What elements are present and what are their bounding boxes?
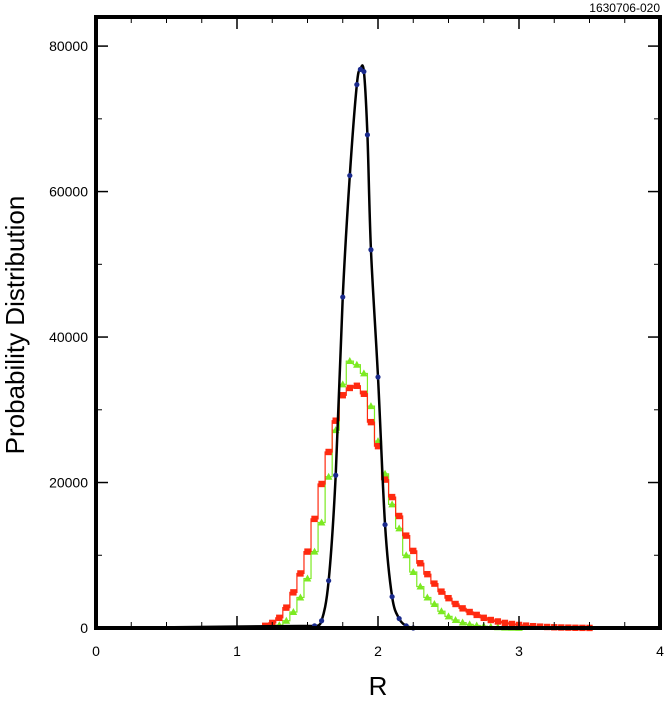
series-curve-with-dots bbox=[95, 64, 660, 631]
red-square-point bbox=[332, 417, 339, 424]
red-square-point bbox=[431, 580, 438, 587]
y-tick-label: 60000 bbox=[49, 184, 88, 200]
red-square-point bbox=[346, 384, 353, 392]
green-triangle-point bbox=[353, 360, 361, 368]
red-square-point bbox=[367, 418, 375, 426]
plot-marks bbox=[95, 64, 660, 632]
x-tick-label: 2 bbox=[374, 643, 382, 659]
green-triangle-point bbox=[402, 551, 410, 559]
red-square-point bbox=[487, 616, 494, 624]
red-square-point bbox=[438, 588, 445, 595]
green-triangle-point bbox=[465, 620, 474, 628]
red-square-point bbox=[395, 512, 403, 520]
green-triangle-point bbox=[303, 574, 312, 582]
green-triangle-point bbox=[296, 593, 305, 601]
green-triangle-point bbox=[317, 518, 326, 526]
narrow-dot-point bbox=[354, 82, 360, 88]
green-triangle-point bbox=[409, 567, 418, 575]
red-square-point bbox=[424, 570, 431, 578]
red-square-point bbox=[466, 608, 473, 616]
fit-curve bbox=[95, 64, 660, 630]
red-square-point bbox=[339, 392, 346, 399]
red-square-point bbox=[290, 589, 297, 596]
x-tick-label: 0 bbox=[92, 643, 100, 659]
red-square-point bbox=[276, 614, 283, 622]
green-triangle-point bbox=[430, 599, 439, 607]
green-triangle-point bbox=[437, 607, 446, 615]
narrow-dot-point bbox=[319, 618, 325, 624]
x-tick-label: 3 bbox=[515, 643, 523, 659]
green-triangle-point bbox=[416, 582, 425, 590]
red-square-point bbox=[501, 619, 509, 627]
red-square-point bbox=[318, 480, 325, 488]
green-triangle-point bbox=[282, 616, 291, 624]
narrow-dot-point bbox=[368, 247, 374, 253]
red-square-point bbox=[508, 620, 516, 628]
narrow-dot-point bbox=[396, 615, 402, 622]
red-square-point bbox=[283, 604, 290, 611]
red-square-point bbox=[522, 622, 530, 629]
x-axis-title: R bbox=[369, 671, 388, 701]
y-tick-label: 20000 bbox=[49, 475, 88, 491]
red-square-point bbox=[388, 493, 396, 501]
narrow-dot-point bbox=[347, 172, 353, 179]
narrow-dot-point bbox=[340, 294, 346, 300]
figure-id: 1630706-020 bbox=[589, 1, 660, 15]
green-triangle-point bbox=[395, 524, 403, 532]
series-step-squares bbox=[96, 382, 660, 632]
narrow-dot-point bbox=[333, 472, 339, 478]
red-square-point bbox=[417, 560, 424, 567]
green-triangle-point bbox=[289, 607, 298, 615]
narrow-dot-point bbox=[326, 578, 332, 584]
green-triangle-point bbox=[458, 618, 467, 626]
red-square-point bbox=[473, 611, 480, 619]
red-square-point bbox=[374, 442, 382, 450]
red-square-point bbox=[325, 448, 332, 456]
green-triangle-point bbox=[388, 500, 396, 508]
y-tick-label: 80000 bbox=[49, 38, 88, 54]
red-square-point bbox=[403, 532, 410, 539]
green-triangle-point bbox=[338, 380, 347, 388]
x-tick-label: 4 bbox=[656, 643, 664, 659]
y-tick-label: 0 bbox=[80, 620, 88, 636]
step-outline bbox=[96, 385, 660, 629]
green-triangle-point bbox=[360, 369, 368, 377]
narrow-dot-point bbox=[361, 68, 367, 75]
narrow-dot-point bbox=[364, 132, 371, 138]
red-square-point bbox=[445, 594, 452, 602]
red-square-point bbox=[297, 570, 304, 577]
axis-ticks: 0 1 2 3 4 0 20000 40000 60000 80000 bbox=[49, 17, 664, 659]
narrow-dot-point bbox=[389, 594, 395, 600]
red-square-point bbox=[353, 382, 361, 389]
x-tick-label: 1 bbox=[233, 643, 241, 659]
green-triangle-point bbox=[444, 612, 453, 620]
red-square-point bbox=[480, 614, 487, 622]
y-axis-title: Probability Distribution bbox=[0, 196, 30, 455]
narrow-dot-point bbox=[382, 522, 388, 528]
red-square-point bbox=[304, 548, 311, 555]
red-square-point bbox=[360, 390, 368, 397]
green-triangle-point bbox=[367, 402, 375, 410]
plot-frame bbox=[94, 15, 662, 630]
red-square-point bbox=[311, 515, 318, 523]
y-tick-label: 40000 bbox=[49, 329, 88, 345]
green-triangle-point bbox=[310, 547, 319, 555]
red-square-point bbox=[452, 600, 459, 608]
red-square-point bbox=[494, 618, 502, 625]
green-triangle-point bbox=[324, 472, 333, 480]
narrow-dot-point bbox=[375, 374, 381, 380]
red-square-point bbox=[381, 476, 389, 483]
red-square-point bbox=[410, 547, 417, 555]
red-square-point bbox=[459, 605, 466, 612]
green-triangle-point bbox=[346, 357, 354, 365]
green-triangle-point bbox=[451, 615, 460, 623]
green-triangle-point bbox=[423, 593, 432, 601]
